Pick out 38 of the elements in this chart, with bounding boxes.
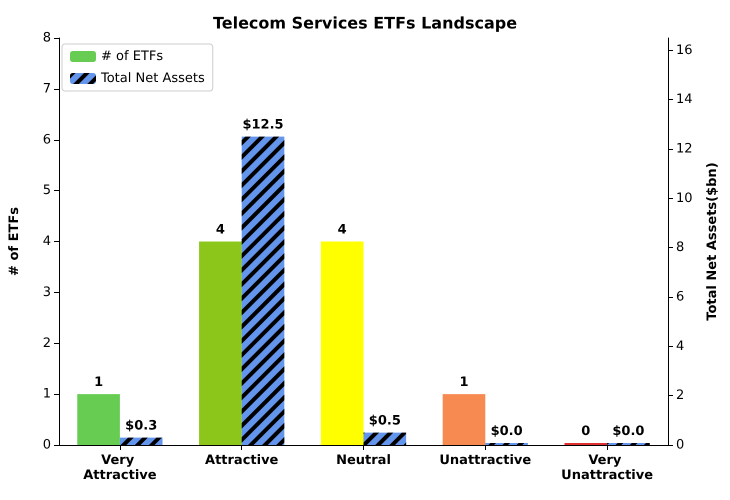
y-tick-label: 4: [42, 234, 51, 249]
y2-tick-label: 12: [676, 142, 693, 156]
y-tick-label: 8: [42, 30, 51, 46]
y-tick-label: 2: [42, 336, 51, 351]
data-label: 4: [216, 222, 225, 238]
x-tick-label: Unattractive: [439, 453, 532, 468]
y2-tick-label: 0: [676, 438, 684, 452]
legend-label: Total Net Assets: [100, 71, 205, 86]
y2-tick-label: 2: [676, 388, 684, 404]
data-label: $0.3: [125, 418, 158, 434]
y-axis-title: # of ETFs: [7, 206, 22, 276]
y2-tick-label: 6: [676, 290, 684, 304]
data-label: 0: [581, 424, 590, 439]
y-tick-label: 3: [42, 284, 51, 300]
data-label: 1: [459, 375, 469, 390]
y-tick-label: 7: [42, 81, 51, 96]
data-label: $0.0: [490, 424, 523, 439]
data-label: $12.5: [242, 118, 284, 133]
x-tick-label: Attractive: [205, 453, 279, 468]
x-tick-label: Neutral: [336, 453, 391, 468]
x-tick-label: Very Unattractive: [561, 453, 654, 483]
y-tick-label: 5: [42, 183, 51, 198]
y2-tick-label: 4: [676, 338, 684, 354]
chart-title: Telecom Services ETFs Landscape: [212, 14, 518, 32]
y-tick-label: 6: [42, 132, 51, 148]
legend-label: # of ETFs: [101, 49, 164, 64]
y2-tick-label: 16: [676, 42, 693, 58]
data-label: $0.5: [368, 414, 401, 429]
y2-tick-label: 10: [676, 190, 693, 206]
y2-axis-title: Total Net Assets($bn): [705, 162, 720, 321]
x-tick-label: Very Attractive: [83, 453, 157, 483]
data-label: 4: [338, 222, 347, 238]
y-tick-label: 0: [42, 438, 51, 452]
y2-tick-label: 8: [676, 240, 684, 256]
data-label: 1: [94, 375, 104, 390]
data-label: $0.0: [612, 424, 644, 439]
y2-tick-label: 14: [676, 92, 693, 108]
y-tick-label: 1: [42, 386, 51, 402]
